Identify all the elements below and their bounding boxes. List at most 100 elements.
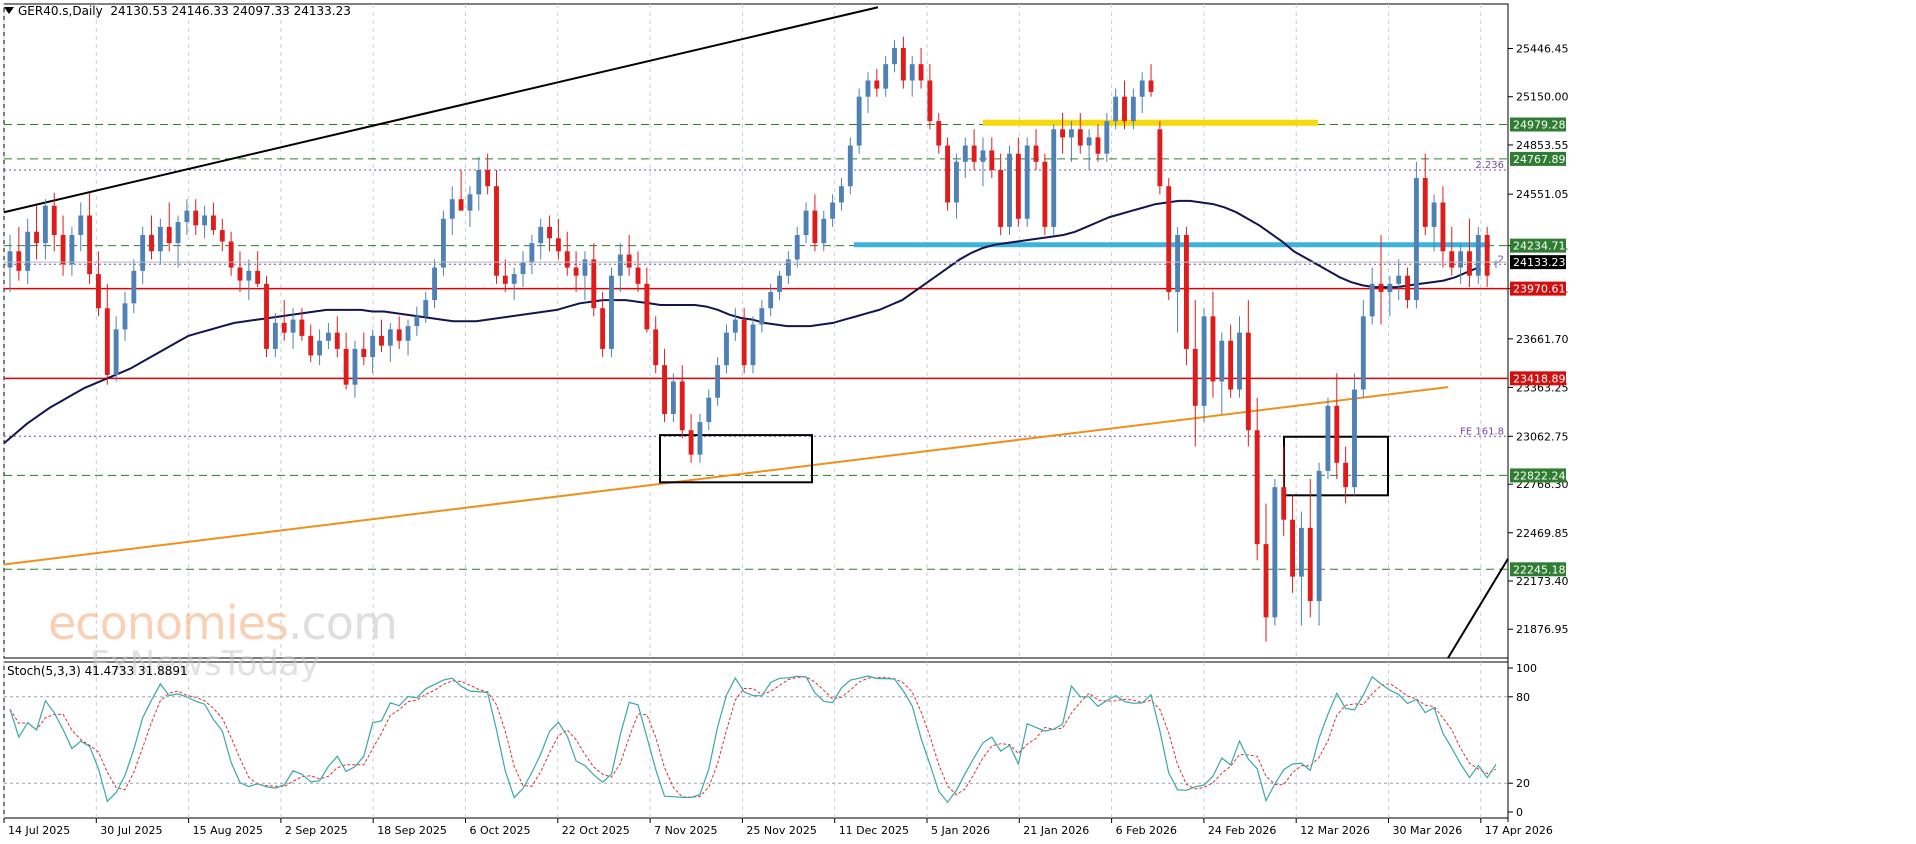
candle-body bbox=[538, 226, 544, 244]
candle-body bbox=[1440, 202, 1446, 252]
candle-body bbox=[1396, 275, 1402, 284]
candle-body bbox=[502, 275, 508, 284]
y-tick-label: 25446.45 bbox=[1516, 43, 1569, 56]
candle-body bbox=[1290, 519, 1295, 577]
level-price-label: 23970.61 bbox=[1513, 283, 1566, 296]
candle-body bbox=[529, 243, 535, 263]
candle-body bbox=[1086, 137, 1092, 146]
x-tick-label: 30 Mar 2026 bbox=[1393, 824, 1463, 837]
candle-body bbox=[387, 329, 393, 346]
oscillator-tick-label: 0 bbox=[1516, 806, 1523, 819]
candle-body bbox=[423, 300, 429, 317]
candle-body bbox=[166, 226, 172, 244]
collapse-triangle-icon[interactable] bbox=[4, 7, 14, 14]
x-tick-label: 21 Jan 2026 bbox=[1023, 824, 1089, 837]
candle-body bbox=[1413, 178, 1419, 301]
candle-body bbox=[777, 275, 782, 292]
x-tick-label: 12 Mar 2026 bbox=[1300, 824, 1370, 837]
x-tick-label: 17 Apr 2026 bbox=[1485, 824, 1553, 837]
candle-body bbox=[839, 186, 844, 203]
candle-body bbox=[511, 274, 517, 284]
candle-body bbox=[812, 210, 818, 244]
x-tick-label: 25 Nov 2025 bbox=[746, 824, 816, 837]
candle-body bbox=[1449, 251, 1455, 268]
x-tick-label: 11 Dec 2025 bbox=[839, 824, 909, 837]
candle-body bbox=[69, 235, 75, 265]
candle-body bbox=[1245, 332, 1251, 431]
candle-body bbox=[78, 215, 84, 236]
upper-channel-line bbox=[3, 6, 879, 214]
candle-body bbox=[564, 251, 570, 268]
level-price-tag bbox=[1510, 151, 1566, 166]
candle-body bbox=[414, 316, 420, 327]
candle-body bbox=[1281, 487, 1287, 520]
oscillator-tick-label: 20 bbox=[1516, 777, 1530, 790]
candle-body bbox=[609, 275, 614, 349]
moving-average-line bbox=[3, 199, 1479, 445]
candle-body bbox=[1431, 202, 1437, 227]
candle-body bbox=[25, 231, 31, 271]
candle-body bbox=[60, 235, 66, 265]
oscillator-tick-label: 100 bbox=[1516, 662, 1537, 675]
candle-body bbox=[1254, 430, 1260, 545]
x-tick-label: 30 Jul 2025 bbox=[100, 824, 162, 837]
candle-body bbox=[847, 145, 853, 187]
candle-body bbox=[803, 210, 809, 236]
candle-body bbox=[1352, 389, 1357, 488]
candle-body bbox=[1139, 80, 1145, 97]
candle-body bbox=[361, 348, 367, 358]
candle-body bbox=[936, 121, 942, 146]
candle-body bbox=[821, 218, 827, 244]
candle-body bbox=[573, 267, 579, 276]
candle-body bbox=[485, 169, 491, 187]
y-tick-label: 24551.05 bbox=[1516, 188, 1569, 201]
level-price-label: 24234.71 bbox=[1513, 240, 1566, 253]
level-price-label: 23418.89 bbox=[1513, 372, 1566, 385]
y-tick-label: 21876.95 bbox=[1516, 623, 1569, 636]
candle-body bbox=[494, 186, 499, 276]
candle-body bbox=[1175, 235, 1181, 292]
candle-body bbox=[1219, 340, 1225, 382]
level-price-tag bbox=[1510, 238, 1566, 253]
candle-body bbox=[325, 332, 331, 341]
candle-body bbox=[370, 335, 376, 358]
candle-body bbox=[724, 332, 729, 366]
watermark-sub: FxNewsToday bbox=[90, 644, 320, 684]
candle-body bbox=[440, 218, 446, 268]
candle-body bbox=[1113, 96, 1119, 122]
candle-body bbox=[865, 80, 871, 97]
candle-body bbox=[211, 215, 216, 231]
candle-body bbox=[980, 150, 986, 162]
candle-body bbox=[600, 308, 606, 349]
level-price-label: 24979.28 bbox=[1513, 119, 1566, 132]
x-tick-label: 7 Nov 2025 bbox=[654, 824, 717, 837]
y-tick-label: 25150.00 bbox=[1516, 91, 1569, 104]
price-panel-frame bbox=[3, 3, 1509, 659]
candle-body bbox=[945, 145, 951, 203]
candle-body bbox=[900, 47, 906, 81]
x-tick-label: 15 Aug 2025 bbox=[193, 824, 263, 837]
candle-body bbox=[334, 332, 340, 349]
chart-header: GER40.s,Daily 24130.53 24146.33 24097.33… bbox=[4, 4, 351, 18]
level-price-tag bbox=[1510, 117, 1566, 132]
watermark-logo: economies.com bbox=[48, 596, 398, 650]
candle-body bbox=[1122, 96, 1127, 122]
x-tick-label: 24 Feb 2026 bbox=[1208, 824, 1276, 837]
candle-body bbox=[396, 329, 402, 341]
orange-trendline bbox=[3, 386, 1449, 566]
candle-body bbox=[697, 422, 703, 455]
candle-body bbox=[405, 326, 411, 341]
level-price-tag bbox=[1510, 562, 1566, 577]
x-tick-label: 18 Sep 2025 bbox=[377, 824, 447, 837]
candle-body bbox=[1272, 487, 1278, 618]
candle-body bbox=[308, 335, 314, 356]
candle-body bbox=[458, 199, 464, 211]
candle-body bbox=[1263, 544, 1269, 618]
x-tick-label: 22 Oct 2025 bbox=[562, 824, 630, 837]
y-tick-label: 23661.70 bbox=[1516, 333, 1569, 346]
candle-body bbox=[1458, 251, 1464, 268]
y-tick-label: 23062.75 bbox=[1516, 430, 1569, 443]
candle-body bbox=[131, 270, 137, 304]
